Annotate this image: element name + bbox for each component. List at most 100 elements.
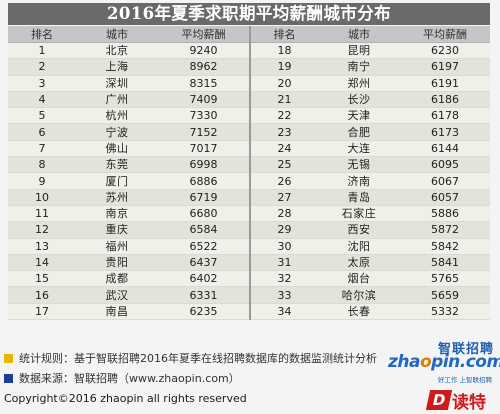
table-row: 14 贵阳 6437 31 太原 5841 [8, 254, 490, 272]
city-cell-right: 无锡 [318, 156, 400, 174]
salary-cell-right: 5872 [400, 221, 490, 239]
salary-cell-right: 5765 [400, 270, 490, 288]
salary-cell: 9240 [158, 42, 250, 60]
dushe-logo-icon: D [425, 390, 453, 410]
table-row: 6 宁波 7152 23 合肥 6173 [8, 123, 490, 141]
rank-cell: 3 [8, 75, 76, 92]
table-row: 16 武汉 6331 33 哈尔滨 5659 [8, 286, 490, 304]
city-cell-right: 长春 [318, 303, 400, 321]
salary-cell: 7152 [158, 123, 250, 141]
salary-cell: 6331 [158, 286, 250, 304]
city-cell-right: 石家庄 [318, 205, 400, 223]
table-row: 11 南京 6680 28 石家庄 5886 [8, 205, 490, 223]
rank-cell: 5 [8, 107, 76, 125]
salary-cell: 6680 [158, 205, 250, 223]
rank-cell: 12 [8, 221, 76, 239]
logo-english-name: zhaopin.com [388, 352, 500, 372]
city-cell: 宁波 [76, 123, 158, 141]
table-row: 9 厦门 6886 26 济南 6067 [8, 172, 490, 190]
blue-bullet-icon [4, 373, 13, 383]
city-cell: 苏州 [76, 189, 158, 206]
salary-cell: 6522 [158, 238, 250, 255]
yellow-bullet-icon [4, 353, 13, 363]
rank-cell-right: 27 [249, 189, 318, 206]
copyright-text: Copyright©2016 zhaopin all rights reserv… [4, 392, 247, 405]
header-salary-right: 平均薪酬 [400, 26, 490, 43]
logo-en-o: o [419, 352, 432, 372]
city-cell-right: 济南 [318, 172, 400, 190]
table-row: 1 北京 9240 18 昆明 6230 [8, 42, 490, 60]
rank-cell: 16 [8, 286, 76, 304]
city-cell: 福州 [76, 238, 158, 255]
rank-cell: 1 [8, 42, 76, 60]
rank-cell-right: 25 [249, 156, 318, 174]
city-cell-right: 郑州 [318, 75, 400, 92]
rank-cell-right: 22 [249, 107, 318, 125]
rank-cell-right: 18 [249, 42, 318, 60]
rank-cell-right: 20 [249, 75, 318, 92]
header-city: 城市 [76, 26, 158, 43]
rank-cell-right: 30 [249, 238, 318, 255]
city-cell-right: 天津 [318, 107, 400, 125]
table-row: 3 深圳 8315 20 郑州 6191 [8, 75, 490, 92]
salary-cell-right: 6067 [400, 172, 490, 190]
rank-cell: 13 [8, 238, 76, 255]
table-row: 12 重庆 6584 29 西安 5872 [8, 221, 490, 239]
salary-cell: 8962 [158, 58, 250, 76]
table-row: 13 福州 6522 30 沈阳 5842 [8, 238, 490, 255]
city-cell: 贵阳 [76, 254, 158, 272]
city-cell: 北京 [76, 42, 158, 60]
city-cell-right: 南宁 [318, 58, 400, 76]
rank-cell-right: 24 [249, 140, 318, 158]
rank-cell: 8 [8, 156, 76, 174]
salary-cell-right: 6191 [400, 75, 490, 92]
rank-cell-right: 26 [249, 172, 318, 190]
salary-ranking-table: 排名 城市 平均薪酬 排名 城市 平均薪酬 1 北京 9240 18 昆明 6230 2 上海… [8, 26, 490, 321]
city-cell: 厦门 [76, 172, 158, 190]
city-cell-right: 烟台 [318, 270, 400, 288]
city-cell-right: 合肥 [318, 123, 400, 141]
rank-cell-right: 34 [249, 303, 318, 321]
salary-cell-right: 6230 [400, 42, 490, 60]
table-row: 2 上海 8962 19 南宁 6197 [8, 58, 490, 76]
city-cell-right: 昆明 [318, 42, 400, 60]
rank-cell: 11 [8, 205, 76, 223]
header-rank: 排名 [8, 26, 76, 43]
salary-cell-right: 6178 [400, 107, 490, 125]
rank-cell-right: 33 [249, 286, 318, 304]
salary-cell: 6998 [158, 156, 250, 174]
salary-cell-right: 6095 [400, 156, 490, 174]
city-cell-right: 太原 [318, 254, 400, 272]
city-cell-right: 长沙 [318, 91, 400, 109]
stats-rule-text: 统计规则：基于智联招聘2016年夏季在线招聘数据库的数据监测统计分析 [19, 352, 377, 365]
rank-cell: 17 [8, 303, 76, 321]
rank-cell-right: 21 [249, 91, 318, 109]
city-cell: 南昌 [76, 303, 158, 321]
data-source-text: 数据来源：智联招聘（www.zhaopin.com） [19, 372, 240, 385]
salary-cell: 7330 [158, 107, 250, 125]
header-rank-right: 排名 [249, 26, 318, 43]
city-cell: 重庆 [76, 221, 158, 239]
rank-cell-right: 31 [249, 254, 318, 272]
city-cell: 深圳 [76, 75, 158, 92]
rank-cell: 14 [8, 254, 76, 272]
salary-cell: 6437 [158, 254, 250, 272]
city-cell-right: 沈阳 [318, 238, 400, 255]
salary-cell-right: 5842 [400, 238, 490, 255]
table-header-row: 排名 城市 平均薪酬 排名 城市 平均薪酬 [8, 26, 490, 43]
dushe-logo-text: 读特 [452, 392, 486, 413]
rank-cell: 10 [8, 189, 76, 206]
salary-cell: 6235 [158, 303, 250, 321]
city-cell-right: 青岛 [318, 189, 400, 206]
salary-cell-right: 6057 [400, 189, 490, 206]
rank-cell-right: 29 [249, 221, 318, 239]
salary-cell-right: 6197 [400, 58, 490, 76]
rank-cell: 9 [8, 172, 76, 190]
city-cell: 佛山 [76, 140, 158, 158]
rank-cell-right: 32 [249, 270, 318, 288]
city-cell-right: 西安 [318, 221, 400, 239]
salary-cell: 8315 [158, 75, 250, 92]
rank-cell-right: 19 [249, 58, 318, 76]
logo-en-suffix: pin.com [431, 352, 500, 372]
table-row: 10 苏州 6719 27 青岛 6057 [8, 189, 490, 206]
